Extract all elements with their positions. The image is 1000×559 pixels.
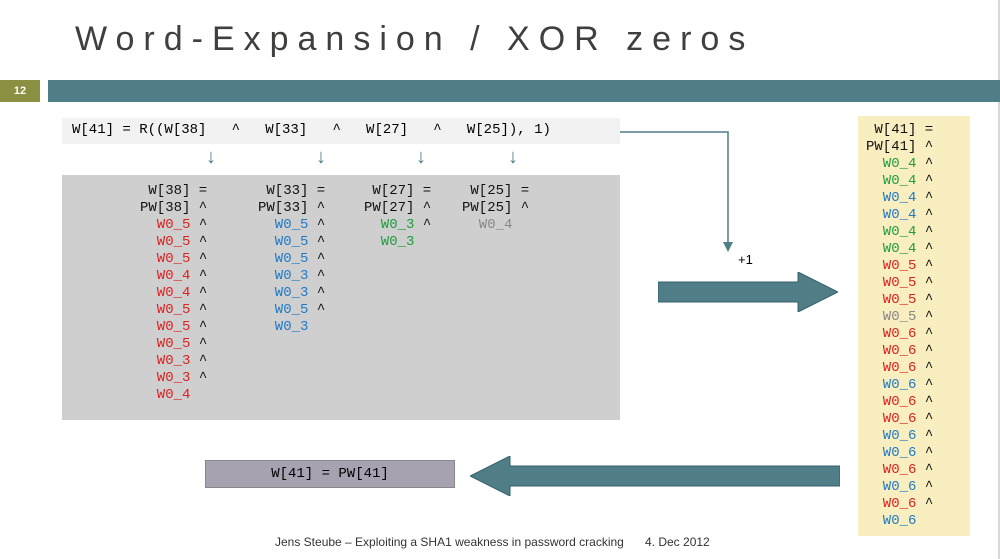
code-line: W0_5 ^ — [140, 234, 207, 251]
code-line: W0_5 ^ — [140, 302, 207, 319]
plus-one-label: +1 — [738, 252, 753, 267]
code-line: W0_6 ^ — [866, 394, 962, 411]
code-line: W0_5 ^ — [140, 251, 207, 268]
expansion-column: W[33] =PW[33] ^ W0_5 ^ W0_5 ^ W0_5 ^ W0_… — [258, 183, 325, 336]
down-arrow-icon: ↓ — [416, 146, 426, 169]
code-line: W0_6 ^ — [866, 479, 962, 496]
code-line: W0_5 ^ — [866, 309, 962, 326]
code-line: W0_4 — [140, 387, 207, 404]
code-line: W0_5 ^ — [140, 319, 207, 336]
arrow-right — [658, 272, 838, 312]
code-line: W0_6 ^ — [866, 360, 962, 377]
code-line: W0_3 ^ — [140, 370, 207, 387]
header-bar — [48, 80, 1000, 102]
code-line: W0_6 ^ — [866, 411, 962, 428]
formula-box: W[41] = R((W[38] ^ W[33] ^ W[27] ^ W[25]… — [62, 118, 620, 144]
code-line: PW[41] ^ — [866, 139, 962, 156]
code-line: W0_4 ^ — [866, 190, 962, 207]
code-line: W0_4 ^ — [866, 224, 962, 241]
formula-connector — [618, 130, 748, 260]
expansion-column: W[38] =PW[38] ^ W0_5 ^ W0_5 ^ W0_5 ^ W0_… — [140, 183, 207, 404]
code-line: W0_3 ^ — [140, 353, 207, 370]
slide-title: Word-Expansion / XOR zeros — [75, 20, 754, 59]
page-number-badge: 12 — [0, 80, 40, 102]
expansion-column: W[25] =PW[25] ^ W0_4 — [462, 183, 529, 234]
code-line: W0_5 ^ — [258, 302, 325, 319]
code-line: W0_6 ^ — [866, 428, 962, 445]
code-line: W0_6 — [866, 513, 962, 530]
code-line: W0_5 ^ — [866, 258, 962, 275]
down-arrow-icon: ↓ — [206, 146, 216, 169]
code-line: W0_6 ^ — [866, 445, 962, 462]
arrow-left — [470, 456, 840, 496]
down-arrow-icon: ↓ — [316, 146, 326, 169]
code-line: W0_6 ^ — [866, 377, 962, 394]
code-line: W0_5 ^ — [258, 217, 325, 234]
code-line: PW[25] ^ — [462, 200, 529, 217]
code-line: PW[38] ^ — [140, 200, 207, 217]
code-line: W0_6 ^ — [866, 462, 962, 479]
code-line: W0_3 — [258, 319, 325, 336]
down-arrow-icon: ↓ — [508, 146, 518, 169]
code-line: W0_4 ^ — [866, 207, 962, 224]
code-line: PW[33] ^ — [258, 200, 325, 217]
code-line: W0_5 ^ — [258, 251, 325, 268]
footer-date: 4. Dec 2012 — [645, 535, 710, 549]
code-line: W0_3 ^ — [258, 285, 325, 302]
code-line: W0_6 ^ — [866, 496, 962, 513]
code-line: W[41] = — [866, 122, 962, 139]
code-line: W0_4 ^ — [140, 285, 207, 302]
code-line: W0_4 ^ — [140, 268, 207, 285]
code-line: W0_4 ^ — [866, 173, 962, 190]
code-line: W0_6 ^ — [866, 343, 962, 360]
code-line: W0_3 — [364, 234, 431, 251]
code-line: W0_5 ^ — [866, 292, 962, 309]
code-line: W[33] = — [258, 183, 325, 200]
result-formula-box: W[41] = PW[41] — [205, 460, 455, 488]
code-line: W[25] = — [462, 183, 529, 200]
expansion-panel: W[38] =PW[38] ^ W0_5 ^ W0_5 ^ W0_5 ^ W0_… — [62, 175, 620, 420]
code-line: W0_3 ^ — [258, 268, 325, 285]
code-line: PW[27] ^ — [364, 200, 431, 217]
code-line: W0_6 ^ — [866, 326, 962, 343]
code-line: W[27] = — [364, 183, 431, 200]
code-line: W0_5 ^ — [258, 234, 325, 251]
code-line: W0_5 ^ — [140, 217, 207, 234]
code-line: W0_4 ^ — [866, 241, 962, 258]
result-panel: W[41] =PW[41] ^ W0_4 ^ W0_4 ^ W0_4 ^ W0_… — [858, 116, 970, 536]
code-line: W0_4 — [462, 217, 529, 234]
footer-text: Jens Steube – Exploiting a SHA1 weakness… — [275, 535, 624, 549]
code-line: W0_5 ^ — [140, 336, 207, 353]
code-line: W0_3 ^ — [364, 217, 431, 234]
expansion-column: W[27] =PW[27] ^ W0_3 ^ W0_3 — [364, 183, 431, 251]
code-line: W[38] = — [140, 183, 207, 200]
code-line: W0_4 ^ — [866, 156, 962, 173]
code-line: W0_5 ^ — [866, 275, 962, 292]
